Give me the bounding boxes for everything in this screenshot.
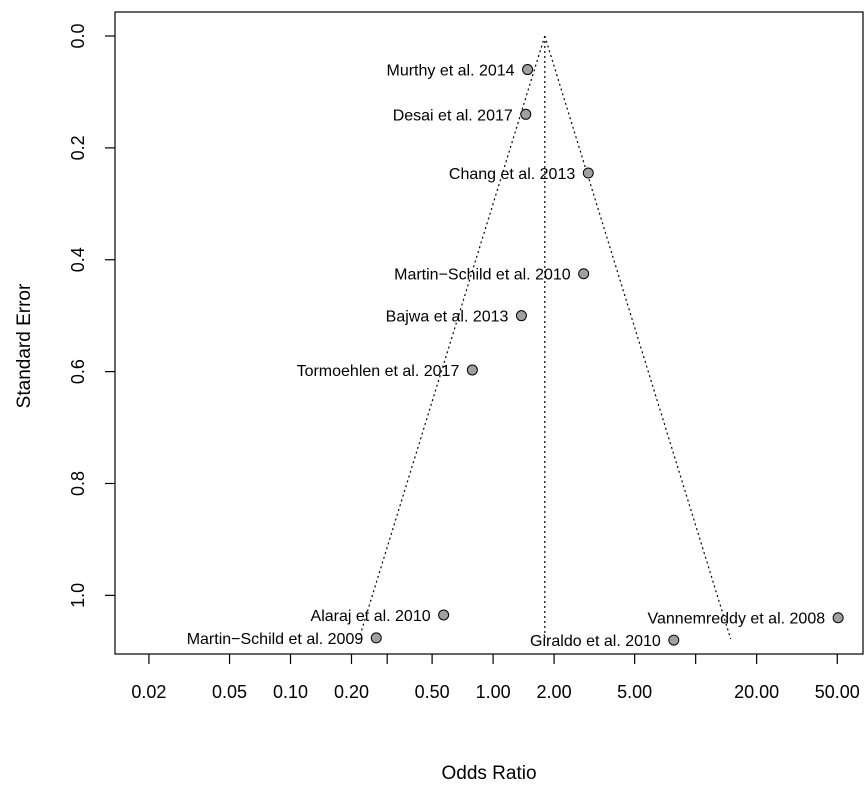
y-tick-label: 0.8 xyxy=(68,471,88,496)
y-axis: 0.0 0.2 0.4 0.6 0.8 1.0 xyxy=(68,23,115,608)
study-points: Murthy et al. 2014 Desai et al. 2017 Chang… xyxy=(187,63,844,650)
x-tick-label: 0.10 xyxy=(273,682,308,702)
study-label: Bajwa et al. 2013 xyxy=(386,309,509,326)
plot-frame xyxy=(114,11,864,655)
study-point xyxy=(832,612,844,624)
x-tick-label: 0.05 xyxy=(212,682,247,702)
funnel-left-limit xyxy=(358,35,546,640)
y-tick-label: 0.0 xyxy=(68,23,88,48)
x-tick-label: 20.00 xyxy=(734,682,779,702)
study-label: Tormoehlen et al. 2017 xyxy=(297,363,460,380)
study-point xyxy=(370,632,382,644)
x-tick-label: 0.20 xyxy=(334,682,369,702)
study-label: Martin−Schild et al. 2010 xyxy=(394,267,571,284)
x-tick-label: 2.00 xyxy=(537,682,572,702)
study-label: Chang et al. 2013 xyxy=(449,166,575,183)
y-tick-label: 0.2 xyxy=(68,135,88,160)
study-point xyxy=(578,268,590,280)
study-point xyxy=(522,64,534,76)
study-point xyxy=(520,108,532,120)
study-label: Murthy et al. 2014 xyxy=(387,63,515,80)
funnel-lines xyxy=(358,35,732,640)
study-label: Giraldo et al. 2010 xyxy=(530,633,661,650)
y-tick-label: 1.0 xyxy=(68,583,88,608)
study-point xyxy=(668,634,680,646)
study-point xyxy=(515,310,527,322)
y-tick-label: 0.6 xyxy=(68,359,88,384)
y-axis-title: Standard Error xyxy=(14,283,35,408)
study-label: Desai et al. 2017 xyxy=(393,107,513,124)
x-axis: 0.02 0.05 0.10 0.20 0.50 1.00 2.00 5.00 20.00 50.… xyxy=(131,654,860,702)
study-point xyxy=(438,609,450,621)
x-tick-label: 0.02 xyxy=(131,682,166,702)
study-label: Martin−Schild et al. 2009 xyxy=(187,631,364,648)
study-label: Vannemreddy et al. 2008 xyxy=(648,611,826,628)
x-tick-label: 50.00 xyxy=(815,682,860,702)
funnel-right-limit xyxy=(544,35,732,640)
x-tick-label: 1.00 xyxy=(476,682,511,702)
x-tick-label: 5.00 xyxy=(617,682,652,702)
x-tick-label: 0.50 xyxy=(415,682,450,702)
study-label: Alaraj et al. 2010 xyxy=(311,608,431,625)
x-axis-title: Odds Ratio xyxy=(441,763,536,784)
y-tick-label: 0.4 xyxy=(68,247,88,272)
study-point xyxy=(582,167,594,179)
study-point xyxy=(466,364,478,376)
